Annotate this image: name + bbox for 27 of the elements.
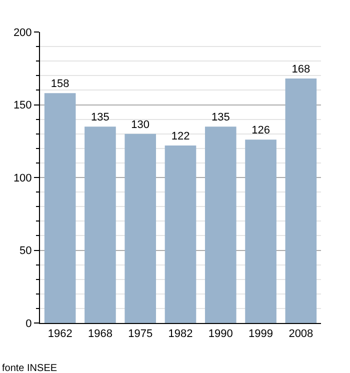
x-tick-label: 1990 [208,328,233,340]
data-label: 135 [91,112,110,124]
bar [285,78,317,323]
x-tick-label: 1975 [128,328,153,340]
y-tick-label: 50 [20,245,32,258]
bar [44,93,76,323]
y-tick-label: 200 [13,26,32,39]
x-tick-label: 1982 [168,328,193,340]
y-tick-label: 150 [13,100,32,112]
y-tick-label: 0 [26,318,32,330]
data-label: 122 [171,130,190,142]
bar [124,134,156,323]
x-tick-label: 2008 [288,328,314,340]
bar [164,145,196,323]
source-note: fonte INSEE [2,363,58,373]
y-tick-label: 100 [13,172,32,184]
bar [84,126,116,323]
data-label: 130 [131,118,150,131]
x-tick-label: 1968 [88,328,112,340]
data-label: 158 [50,78,70,90]
bar [204,126,236,323]
data-label: 168 [292,64,310,76]
bar [245,140,276,323]
data-label: 135 [211,112,230,124]
data-label: 126 [252,124,270,137]
x-tick-label: 1962 [48,328,72,340]
x-tick-label: 1999 [248,328,274,340]
